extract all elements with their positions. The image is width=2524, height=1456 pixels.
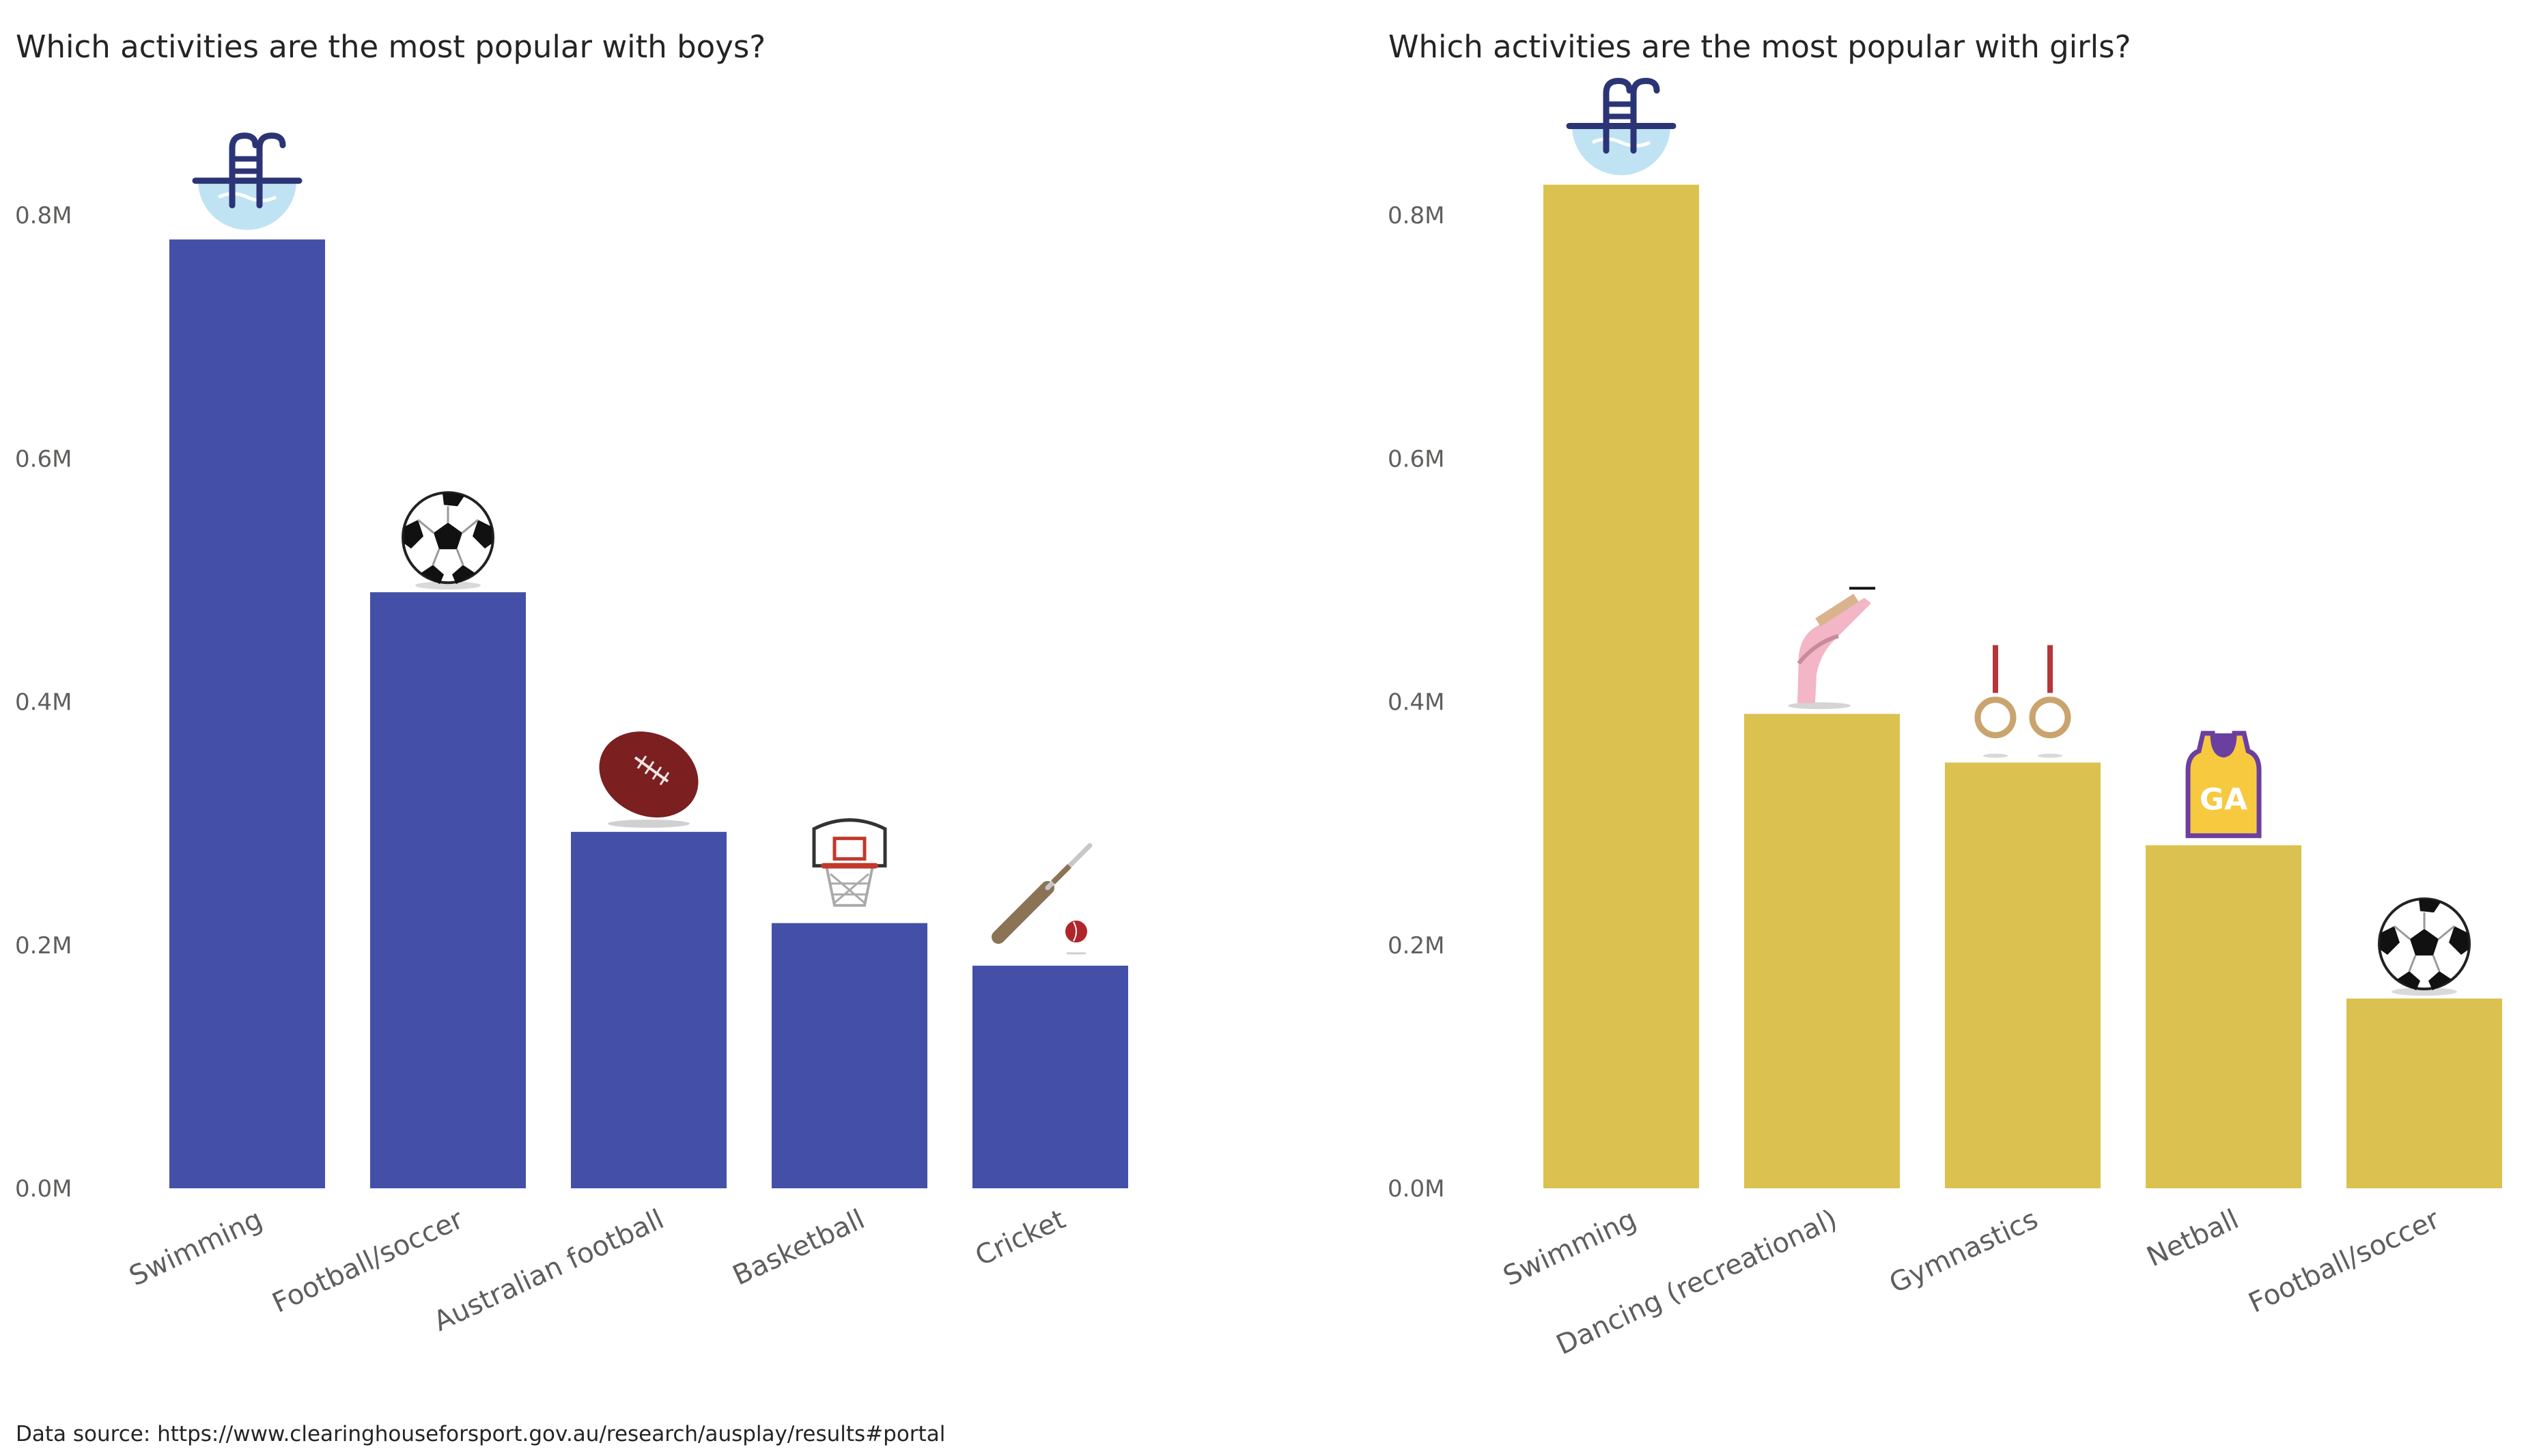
basketball-hoop-icon [812, 818, 887, 907]
ball-seam [1073, 921, 1077, 942]
boys-chart-plot: 0.0M 0.2M 0.4M 0.6M 0.8M Swimming Football/soc… [15, 132, 1128, 1338]
bar [972, 966, 1128, 1188]
ball-patch [473, 520, 492, 549]
y-tick-label: 0.8M [1388, 202, 1444, 229]
backboard [812, 818, 887, 868]
x-tick-label: Cricket [970, 1203, 1070, 1272]
ball-stitch [644, 761, 655, 774]
ball-seams [2394, 912, 2455, 972]
ball-patch [2380, 926, 2400, 955]
bars [1543, 184, 2502, 1188]
bar [772, 923, 927, 1188]
ladder-rail [256, 132, 286, 209]
swimming-pool-icon [192, 132, 303, 230]
bar [2146, 845, 2301, 1188]
bar [571, 832, 727, 1188]
ballet-shoe-icon [1788, 587, 1875, 710]
y-tick-label: 0.0M [1388, 1175, 1444, 1203]
backboard-target [832, 837, 867, 861]
ball-patch [2397, 971, 2420, 991]
bib-neck [2213, 733, 2234, 755]
bib [2185, 731, 2262, 839]
ring [1974, 697, 2017, 739]
ladder-rail [229, 132, 259, 209]
ring [2029, 697, 2071, 739]
bar [2346, 998, 2502, 1188]
bar [1945, 762, 2101, 1188]
ball-stitch [651, 766, 662, 780]
y-axis: 0.0M 0.2M 0.4M 0.6M 0.8M [15, 202, 72, 1203]
bar [1543, 184, 1699, 1188]
x-tick-label: Gymnastics [1885, 1203, 2043, 1300]
netball-bib-icon: GA [2185, 731, 2262, 839]
icon-shadow [1788, 702, 1851, 710]
y-tick-label: 0.6M [1388, 445, 1444, 473]
y-tick-label: 0.4M [1388, 689, 1444, 716]
pool-water [1572, 126, 1670, 176]
ladder-rail [1603, 77, 1633, 154]
chart-title: Which activities are the most popular wi… [16, 29, 766, 65]
bar [169, 239, 325, 1188]
leg [1815, 593, 1859, 627]
ball-patch [421, 565, 444, 585]
icon-shadow [2038, 753, 2062, 758]
net-mesh [829, 873, 870, 905]
ball-patch [2410, 929, 2439, 956]
girls-chart: Which activities are the most popular wi… [1373, 0, 2524, 1393]
soccer-ball-icon [2378, 897, 2471, 996]
bat-grip [1051, 864, 1071, 884]
ladder-rail [1630, 77, 1660, 154]
bars [169, 239, 1128, 1188]
x-tick-label: Swimming [124, 1203, 267, 1292]
ball-stitch [636, 755, 647, 769]
shoe [1797, 598, 1871, 703]
ball-patch [434, 522, 462, 550]
pool-water [198, 180, 296, 230]
ball-patch [2428, 971, 2452, 991]
soccer-ball-icon [402, 491, 494, 590]
icon-shadow [415, 581, 481, 590]
y-axis: 0.0M 0.2M 0.4M 0.6M 0.8M [1388, 202, 1444, 1203]
bat-blade [992, 881, 1054, 944]
chart-title: Which activities are the most popular wi… [1388, 29, 2131, 65]
ball-patch [452, 565, 475, 585]
ball-patch [2419, 899, 2441, 913]
ball-patch [404, 520, 423, 549]
data-source-note: Data source: https://www.clearinghousefo… [16, 1422, 946, 1446]
icon-shadow [1983, 753, 2008, 758]
pool-wave [217, 192, 277, 203]
ball-body [599, 731, 699, 818]
x-tick-label: Football/soccer [2244, 1203, 2445, 1319]
swimming-pool-icon [1566, 77, 1677, 176]
x-tick-label: Netball [2142, 1203, 2243, 1273]
pool-wave [1591, 137, 1651, 148]
ball-seams [417, 506, 479, 565]
y-tick-label: 0.8M [15, 202, 72, 229]
ball-patch [443, 492, 464, 507]
y-tick-label: 0.4M [15, 689, 72, 716]
net [825, 865, 874, 907]
x-tick-label: Australian football [429, 1203, 669, 1337]
bar [1744, 714, 1900, 1188]
icon-shadow [608, 820, 690, 828]
x-tick-label: Basketball [728, 1203, 869, 1291]
boys-chart: Which activities are the most popular wi… [0, 0, 1175, 1393]
y-tick-label: 0.0M [15, 1175, 72, 1203]
x-tick-label: Football/soccer [268, 1203, 468, 1319]
y-tick-label: 0.2M [15, 932, 72, 960]
bib-label: GA [2200, 783, 2247, 817]
ball-patch [2449, 926, 2469, 955]
y-tick-label: 0.6M [15, 445, 72, 473]
shoe-ribbon [1797, 634, 1839, 665]
y-tick-label: 0.2M [1388, 932, 1444, 960]
icon-shadow [2392, 988, 2457, 996]
x-tick-label: Swimming [1498, 1203, 1641, 1292]
gymnastics-rings-icon [1974, 645, 2071, 758]
ball-stitch [659, 772, 670, 785]
ball-lace [634, 756, 669, 783]
cricket-bat-ball-icon [992, 843, 1093, 955]
australian-football-icon [599, 731, 699, 828]
bar [370, 592, 526, 1188]
